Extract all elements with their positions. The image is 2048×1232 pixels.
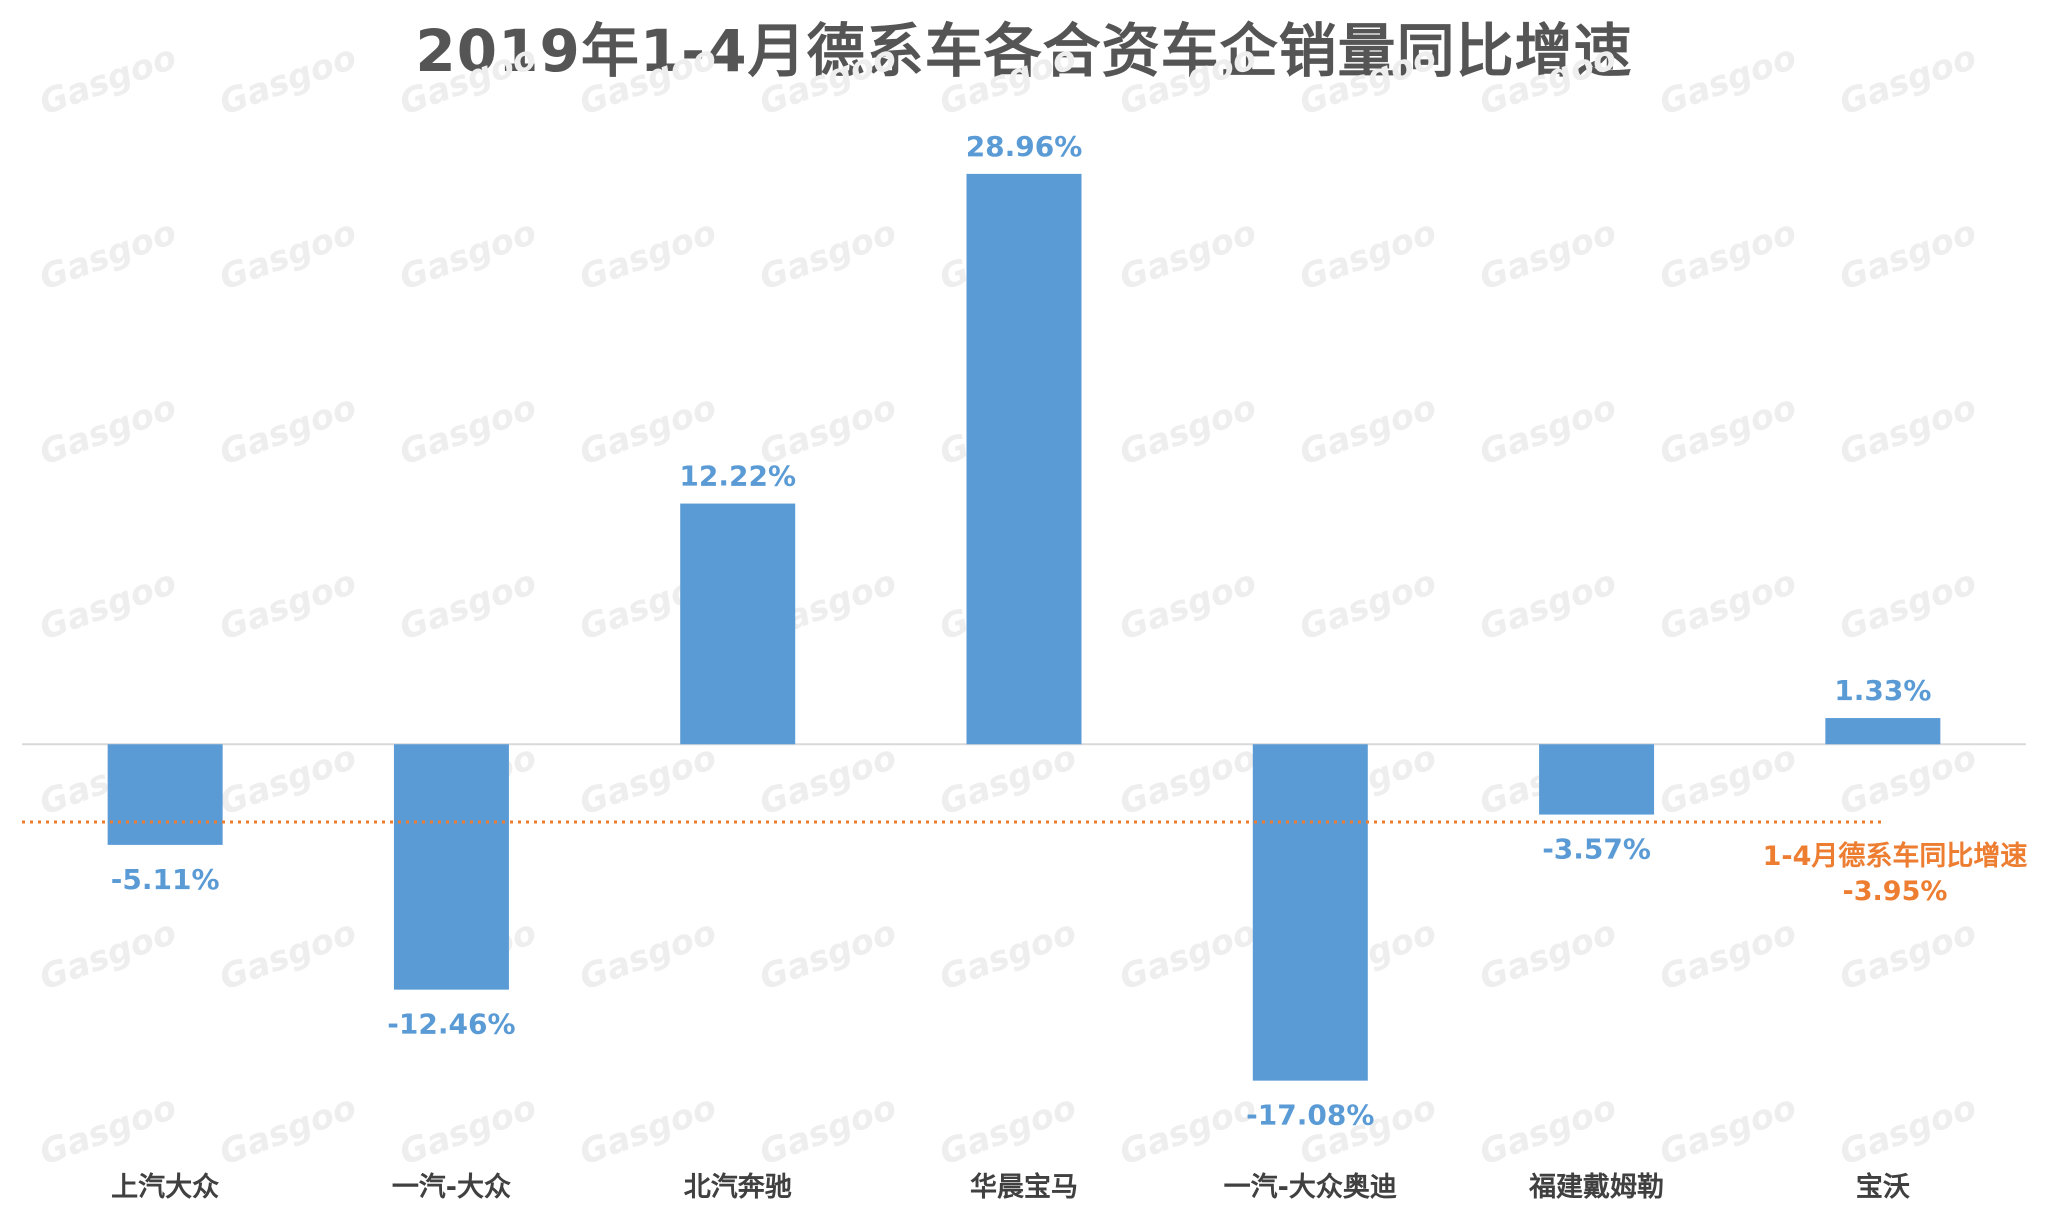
bar-1 — [107, 744, 223, 845]
watermark-text: Gasgoo — [1834, 562, 1981, 648]
watermark-text: Gasgoo — [754, 37, 901, 123]
watermark-text: Gasgoo — [1834, 212, 1981, 298]
watermark-text: Gasgoo — [934, 737, 1081, 823]
watermark-text: Gasgoo — [34, 912, 181, 998]
bar-7 — [1825, 718, 1941, 745]
watermark-text: Gasgoo — [934, 37, 1081, 123]
watermark-text: Gasgoo — [754, 212, 901, 298]
bar-2 — [393, 744, 509, 990]
watermark-text: Gasgoo — [34, 387, 181, 473]
reference-line-label: 1-4月德系车同比增速 — [1763, 840, 2028, 872]
watermark-text: Gasgoo — [574, 737, 721, 823]
watermark-text: Gasgoo — [1474, 212, 1621, 298]
watermark-text: Gasgoo — [1834, 387, 1981, 473]
watermark-text: Gasgoo — [934, 912, 1081, 998]
bar-3 — [680, 503, 796, 745]
watermark-text: Gasgoo — [754, 912, 901, 998]
watermark-text: Gasgoo — [574, 212, 721, 298]
watermark-text: Gasgoo — [1654, 212, 1801, 298]
watermark-text: Gasgoo — [1114, 562, 1261, 648]
category-label-4: 华晨宝马 — [970, 1171, 1078, 1203]
data-label-6: -3.57% — [1542, 833, 1651, 866]
category-label-1: 上汽大众 — [111, 1172, 219, 1203]
watermark-text: Gasgoo — [394, 387, 541, 473]
labels-group: -5.11% 上汽大众 -12.46% 一汽-大众 12.22% 北汽奔驰 28.96% 华晨… — [111, 130, 2028, 1203]
watermark-text: Gasgoo — [934, 1087, 1081, 1173]
watermark-text: Gasgoo — [1114, 1087, 1261, 1173]
watermark-text: Gasgoo — [754, 1087, 901, 1173]
watermark-text: Gasgoo — [1114, 737, 1261, 823]
watermark-text: Gasgoo — [214, 912, 361, 998]
data-label-7: 1.33% — [1834, 674, 1931, 707]
watermark-text: Gasgoo — [1294, 562, 1441, 648]
watermark-text: Gasgoo — [1114, 912, 1261, 998]
chart-title: 2019年1-4月德系车各合资车企销量同比增速 — [415, 17, 1633, 85]
watermark-text: Gasgoo — [34, 562, 181, 648]
bar-4 — [966, 173, 1082, 745]
category-label-7: 宝沃 — [1856, 1171, 1910, 1203]
watermark-text: Gasgoo — [1654, 37, 1801, 123]
category-label-6: 福建戴姆勒 — [1528, 1172, 1664, 1203]
watermark-text: Gasgoo — [214, 737, 361, 823]
watermark-text: Gasgoo — [214, 37, 361, 123]
watermark-text: Gasgoo — [214, 1087, 361, 1173]
category-label-5: 一汽-大众奥迪 — [1224, 1171, 1397, 1203]
watermark-text: Gasgoo — [1294, 387, 1441, 473]
watermark-text: Gasgoo — [1834, 912, 1981, 998]
watermark-text: Gasgoo — [1114, 387, 1261, 473]
watermark-text: Gasgoo — [34, 212, 181, 298]
watermark-text: Gasgoo — [394, 562, 541, 648]
watermark-text: Gasgoo — [1474, 562, 1621, 648]
watermark-text: Gasgoo — [34, 37, 181, 123]
watermark-text: Gasgoo — [574, 1087, 721, 1173]
watermark-text: Gasgoo — [1654, 1087, 1801, 1173]
bars-group — [107, 173, 1941, 1081]
data-label-3: 12.22% — [679, 460, 796, 493]
watermark-text: Gasgoo — [394, 37, 541, 123]
watermark-text: Gasgoo — [1654, 912, 1801, 998]
reference-line-value: -3.95% — [1843, 876, 1948, 907]
watermark-text: Gasgoo — [1114, 212, 1261, 298]
watermark-text: Gasgoo — [1834, 37, 1981, 123]
bar-6 — [1539, 744, 1655, 815]
watermark-text: Gasgoo — [214, 387, 361, 473]
category-label-2: 一汽-大众 — [392, 1172, 511, 1203]
watermark-text: Gasgoo — [214, 212, 361, 298]
watermark-text: Gasgoo — [1654, 562, 1801, 648]
watermark-text: Gasgoo — [34, 1087, 181, 1173]
data-label-1: -5.11% — [111, 863, 220, 896]
data-label-4: 28.96% — [966, 130, 1083, 163]
bar-5 — [1252, 744, 1368, 1081]
watermark-text: Gasgoo — [214, 562, 361, 648]
watermark-text: Gasgoo — [1474, 912, 1621, 998]
data-label-5: -17.08% — [1246, 1099, 1374, 1132]
watermark-text: Gasgoo — [574, 912, 721, 998]
watermark-text: Gasgoo — [1474, 37, 1621, 123]
data-label-2: -12.46% — [387, 1008, 515, 1041]
watermark-text: Gasgoo — [754, 737, 901, 823]
watermark-text: Gasgoo — [574, 37, 721, 123]
watermark-text: Gasgoo — [394, 1087, 541, 1173]
watermark-text: Gasgoo — [1654, 737, 1801, 823]
watermark-text: Gasgoo — [1654, 387, 1801, 473]
watermark-text: Gasgoo — [1474, 387, 1621, 473]
watermark-text: Gasgoo — [1294, 212, 1441, 298]
watermark-text: Gasgoo — [1114, 37, 1261, 123]
watermark-text: Gasgoo — [1474, 1087, 1621, 1173]
watermark-text: Gasgoo — [1834, 737, 1981, 823]
watermark-text: Gasgoo — [1294, 37, 1441, 123]
category-label-3: 北汽奔驰 — [684, 1172, 792, 1203]
watermark-text: Gasgoo — [394, 212, 541, 298]
watermark-text: Gasgoo — [1834, 1087, 1981, 1173]
